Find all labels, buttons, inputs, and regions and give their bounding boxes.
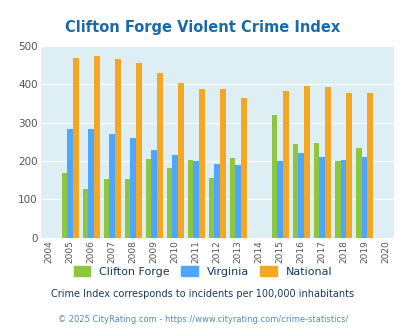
Text: Clifton Forge Violent Crime Index: Clifton Forge Violent Crime Index — [65, 20, 340, 35]
Bar — [136, 63, 141, 238]
Bar — [124, 180, 130, 238]
Bar — [115, 59, 120, 238]
Bar — [62, 173, 67, 238]
Bar — [345, 92, 351, 238]
Bar — [94, 56, 99, 238]
Bar — [177, 82, 183, 238]
Legend: Clifton Forge, Virginia, National: Clifton Forge, Virginia, National — [69, 261, 336, 281]
Bar — [235, 165, 241, 238]
Bar — [271, 115, 277, 238]
Bar — [277, 161, 282, 238]
Text: Crime Index corresponds to incidents per 100,000 inhabitants: Crime Index corresponds to incidents per… — [51, 289, 354, 299]
Bar — [157, 73, 162, 238]
Bar — [145, 159, 151, 238]
Bar — [151, 150, 157, 238]
Bar — [313, 143, 319, 238]
Bar — [324, 87, 330, 238]
Bar — [109, 134, 115, 238]
Bar — [229, 158, 235, 238]
Bar — [130, 138, 136, 238]
Bar — [187, 159, 193, 238]
Bar — [208, 178, 214, 238]
Bar — [282, 91, 288, 238]
Bar — [220, 89, 225, 238]
Bar — [198, 89, 204, 238]
Bar — [193, 161, 198, 238]
Bar — [340, 160, 345, 238]
Bar — [241, 98, 246, 238]
Bar — [166, 168, 172, 238]
Bar — [82, 189, 88, 238]
Bar — [72, 58, 78, 238]
Bar — [334, 161, 340, 238]
Bar — [355, 148, 361, 238]
Bar — [361, 157, 366, 238]
Bar — [67, 129, 72, 238]
Bar — [292, 144, 298, 238]
Bar — [103, 180, 109, 238]
Bar — [214, 164, 220, 238]
Bar — [303, 85, 309, 238]
Bar — [172, 155, 177, 238]
Bar — [88, 129, 94, 238]
Bar — [298, 153, 303, 238]
Text: © 2025 CityRating.com - https://www.cityrating.com/crime-statistics/: © 2025 CityRating.com - https://www.city… — [58, 315, 347, 324]
Bar — [366, 92, 372, 238]
Bar — [319, 157, 324, 238]
